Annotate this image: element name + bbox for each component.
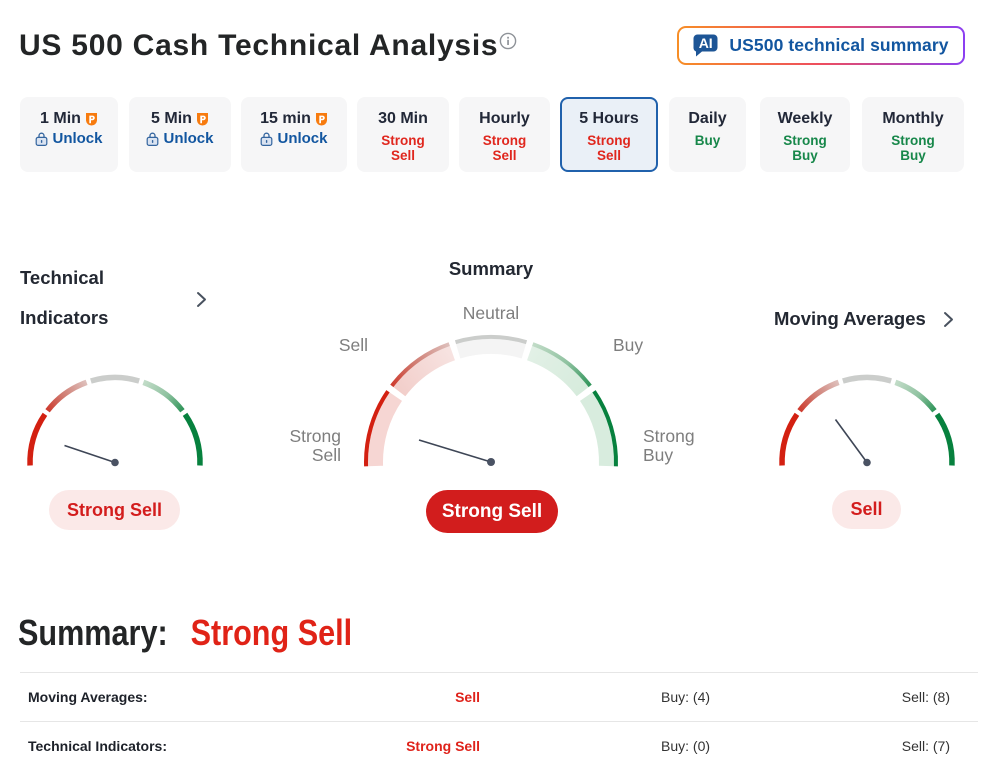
svg-text:AI: AI xyxy=(699,35,713,51)
